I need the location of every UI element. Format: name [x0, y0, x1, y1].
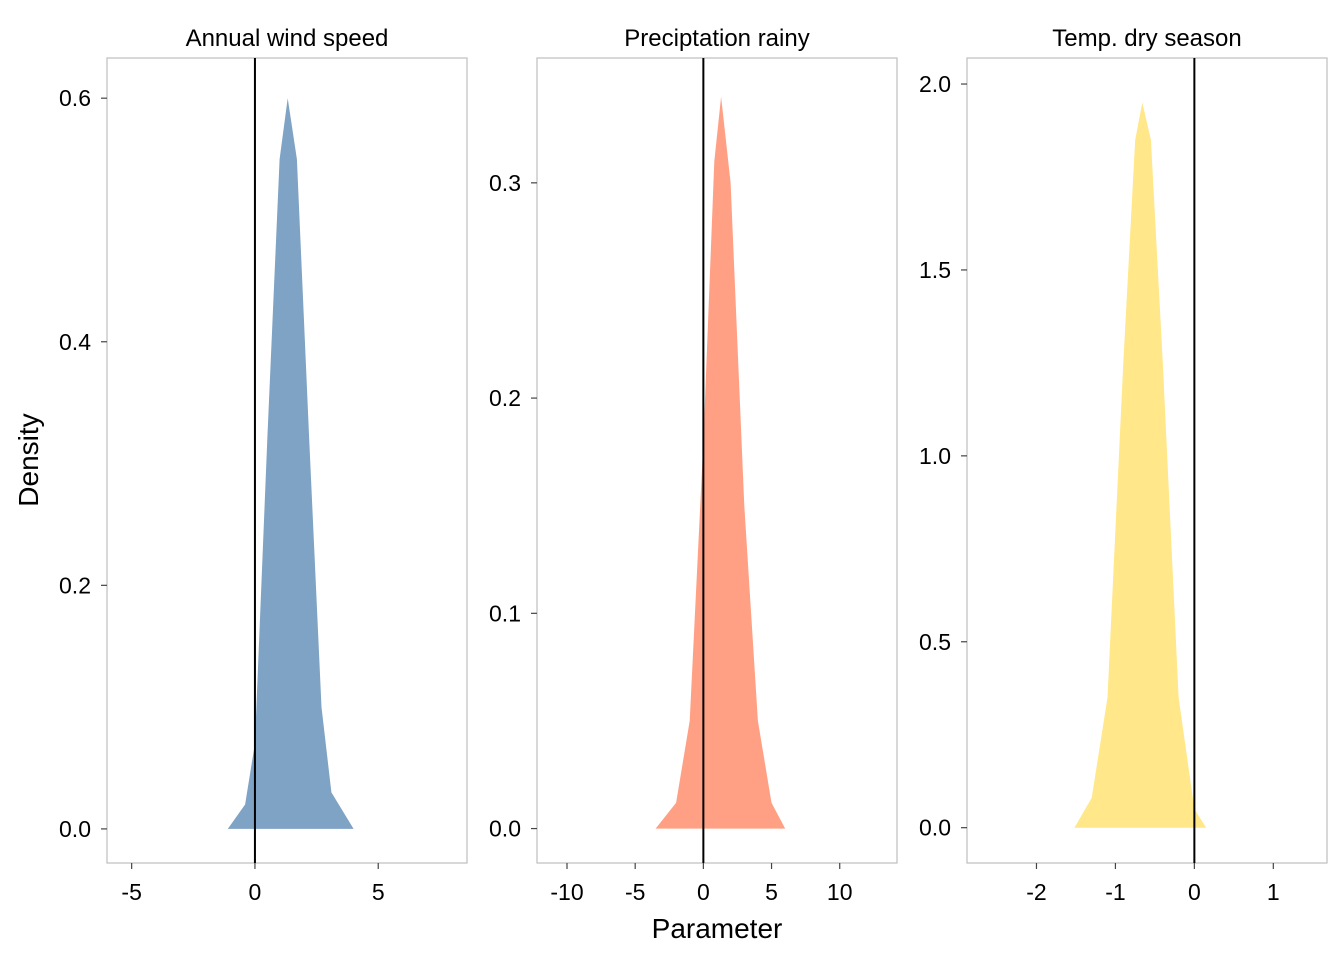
y-tick-label: 0.6: [59, 85, 91, 111]
y-tick-label: 0.4: [59, 329, 91, 355]
panel-2: -10 -5 0 5 10 0.0 0.1 0.2 0.3 Preciptation rainy: [489, 25, 898, 905]
y-tick-label: 0.2: [59, 572, 91, 598]
y-tick-label: 0.0: [919, 815, 951, 841]
y-tick-label: 0.1: [489, 600, 521, 626]
y-tick-label: 0.0: [489, 816, 521, 842]
y-axis-title: Density: [13, 413, 44, 506]
x-axis-title: Parameter: [652, 913, 783, 944]
panel-3: -2 -1 0 1 0.0 0.5 1.0 1.5 2.0 Temp. dry season: [919, 25, 1328, 905]
x-tick-label: 0: [249, 879, 262, 905]
x-tick-label: 10: [827, 879, 853, 905]
panel-border: [966, 57, 1328, 864]
panel-border: [536, 57, 898, 864]
panel-title: Temp. dry season: [1052, 25, 1241, 52]
panel-border: [106, 57, 468, 864]
y-tick-label: 2.0: [919, 71, 951, 97]
panel-title: Preciptation rainy: [624, 25, 809, 52]
x-tick-label: -1: [1105, 879, 1125, 905]
density-area: [655, 96, 786, 829]
x-tick-label: -2: [1026, 879, 1046, 905]
y-tick-label: 0.2: [489, 385, 521, 411]
panel-1: -5 0 5 0.0 0.2 0.4 0.6 Annual wind speed: [59, 25, 468, 905]
y-tick-label: 1.0: [919, 443, 951, 469]
x-tick-label: -10: [550, 879, 583, 905]
panel-title: Annual wind speed: [186, 25, 389, 52]
x-tick-label: -5: [625, 879, 645, 905]
y-tick-label: 0.3: [489, 170, 521, 196]
x-tick-label: 0: [1188, 879, 1201, 905]
y-tick-label: 0.5: [919, 629, 951, 655]
x-tick-label: 5: [765, 879, 778, 905]
x-tick-label: 1: [1267, 879, 1280, 905]
y-tick-label: 1.5: [919, 257, 951, 283]
y-tick-label: 0.0: [59, 816, 91, 842]
x-tick-label: 0: [697, 879, 710, 905]
density-area: [1074, 102, 1207, 828]
x-tick-label: 5: [372, 879, 385, 905]
x-tick-label: -5: [121, 879, 141, 905]
density-area: [227, 98, 354, 829]
